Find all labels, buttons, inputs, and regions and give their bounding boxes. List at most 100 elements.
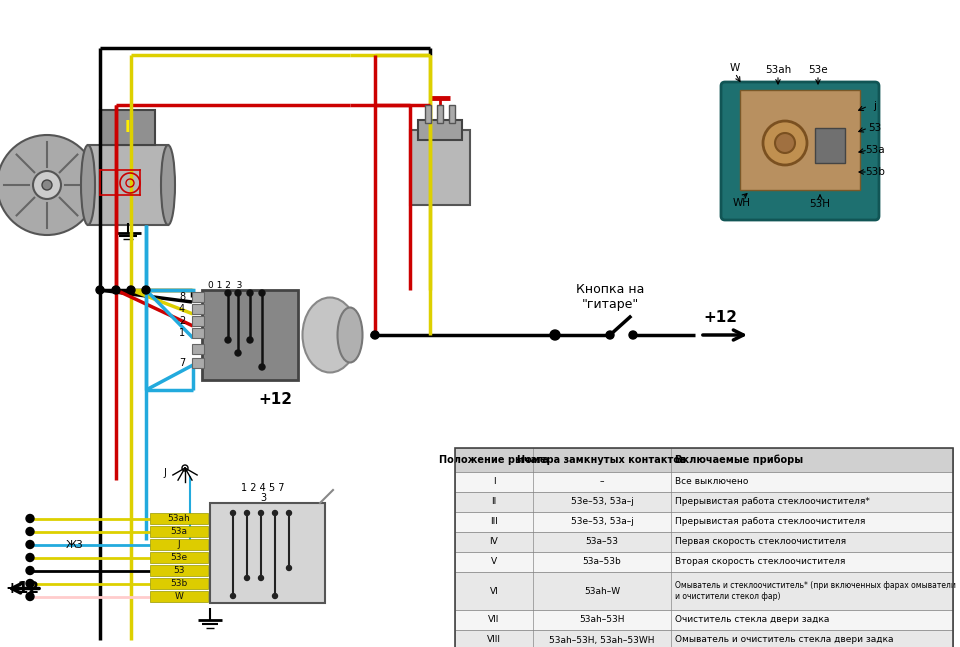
Circle shape xyxy=(247,337,253,343)
Circle shape xyxy=(259,364,265,370)
Text: 53ah–53Н, 53ah–53WН: 53ah–53Н, 53ah–53WН xyxy=(549,635,655,644)
Bar xyxy=(455,610,953,630)
Bar xyxy=(150,539,208,550)
Bar xyxy=(210,503,325,603)
Bar xyxy=(150,591,208,602)
Circle shape xyxy=(225,290,231,296)
Bar xyxy=(455,630,953,647)
Circle shape xyxy=(26,527,34,536)
Text: 53ah–W: 53ah–W xyxy=(584,586,620,595)
Text: –: – xyxy=(600,477,604,487)
Circle shape xyxy=(273,510,277,516)
Text: 53b: 53b xyxy=(865,167,885,177)
Circle shape xyxy=(26,567,34,575)
Ellipse shape xyxy=(161,145,175,225)
Circle shape xyxy=(258,510,263,516)
Text: II: II xyxy=(492,498,496,507)
Circle shape xyxy=(235,290,241,296)
Circle shape xyxy=(127,286,135,294)
Text: 53H: 53H xyxy=(809,199,830,209)
Bar xyxy=(449,105,455,123)
Circle shape xyxy=(247,290,253,296)
Bar xyxy=(192,304,204,314)
Bar xyxy=(740,90,860,190)
Circle shape xyxy=(259,290,265,296)
Text: IV: IV xyxy=(490,538,498,547)
Bar xyxy=(100,110,155,145)
Bar xyxy=(150,552,208,563)
Circle shape xyxy=(26,514,34,523)
Text: V: V xyxy=(491,558,497,567)
Circle shape xyxy=(286,510,292,516)
Circle shape xyxy=(235,350,241,356)
Circle shape xyxy=(258,575,263,580)
Circle shape xyxy=(245,510,250,516)
Bar xyxy=(150,578,208,589)
Bar xyxy=(455,472,953,492)
Bar xyxy=(455,552,953,572)
Circle shape xyxy=(0,135,97,235)
Text: 53: 53 xyxy=(869,123,881,133)
FancyBboxPatch shape xyxy=(721,82,879,220)
Bar xyxy=(150,565,208,576)
Bar xyxy=(455,512,953,532)
Circle shape xyxy=(763,121,807,165)
Bar xyxy=(192,316,204,326)
Bar xyxy=(455,448,953,647)
Circle shape xyxy=(26,593,34,600)
Circle shape xyxy=(245,575,250,580)
Text: Включаемые приборы: Включаемые приборы xyxy=(675,455,804,465)
Text: J: J xyxy=(163,468,166,478)
Text: 53: 53 xyxy=(173,566,184,575)
Text: Очиститель стекла двери задка: Очиститель стекла двери задка xyxy=(675,615,829,624)
Circle shape xyxy=(371,331,379,339)
Text: 53e: 53e xyxy=(171,553,187,562)
Text: Вторая скорость стеклоочистителя: Вторая скорость стеклоочистителя xyxy=(675,558,846,567)
Bar xyxy=(150,526,208,537)
Text: 7: 7 xyxy=(179,358,185,368)
Bar xyxy=(192,292,204,302)
Text: 53ah: 53ah xyxy=(765,65,791,75)
Circle shape xyxy=(775,133,795,153)
Bar xyxy=(88,145,168,225)
Text: Омыватель и стеклоочиститель* (при включенных фарах омыватели и очистители стеко: Омыватель и стеклоочиститель* (при включ… xyxy=(675,581,956,600)
Text: Прерывистая работа стеклоочистителя: Прерывистая работа стеклоочистителя xyxy=(675,518,865,527)
Text: Прерывистая работа стеклоочистителя*: Прерывистая работа стеклоочистителя* xyxy=(675,498,870,507)
Bar xyxy=(192,328,204,338)
Circle shape xyxy=(26,540,34,549)
Text: 3: 3 xyxy=(260,493,266,503)
Text: j: j xyxy=(874,101,876,111)
Text: 53а–53: 53а–53 xyxy=(586,538,618,547)
Text: I: I xyxy=(492,477,495,487)
Circle shape xyxy=(286,565,292,571)
Text: III: III xyxy=(490,518,498,527)
Text: 1 2 4 5 7: 1 2 4 5 7 xyxy=(241,483,285,493)
Text: Все выключено: Все выключено xyxy=(675,477,749,487)
Text: J: J xyxy=(178,540,180,549)
Text: VIII: VIII xyxy=(487,635,501,644)
Text: WH: WH xyxy=(733,198,751,208)
Circle shape xyxy=(142,286,150,294)
Circle shape xyxy=(26,553,34,562)
Text: 8: 8 xyxy=(179,292,185,302)
Bar xyxy=(410,130,470,205)
Text: 53ah: 53ah xyxy=(168,514,190,523)
Ellipse shape xyxy=(81,145,95,225)
Text: Кнопка на
"гитаре": Кнопка на "гитаре" xyxy=(576,283,644,311)
Circle shape xyxy=(225,337,231,343)
Bar xyxy=(192,344,204,354)
Bar xyxy=(455,492,953,512)
Circle shape xyxy=(273,593,277,598)
Circle shape xyxy=(230,510,235,516)
Text: 53а–53b: 53а–53b xyxy=(583,558,621,567)
Text: VI: VI xyxy=(490,586,498,595)
Text: Положение рычага: Положение рычага xyxy=(439,455,549,465)
Circle shape xyxy=(96,286,104,294)
Circle shape xyxy=(230,593,235,598)
Bar xyxy=(815,128,845,163)
Bar xyxy=(425,105,431,123)
Bar xyxy=(455,532,953,552)
Text: 2: 2 xyxy=(179,316,185,326)
Bar xyxy=(437,105,443,123)
Text: I: I xyxy=(124,120,130,135)
